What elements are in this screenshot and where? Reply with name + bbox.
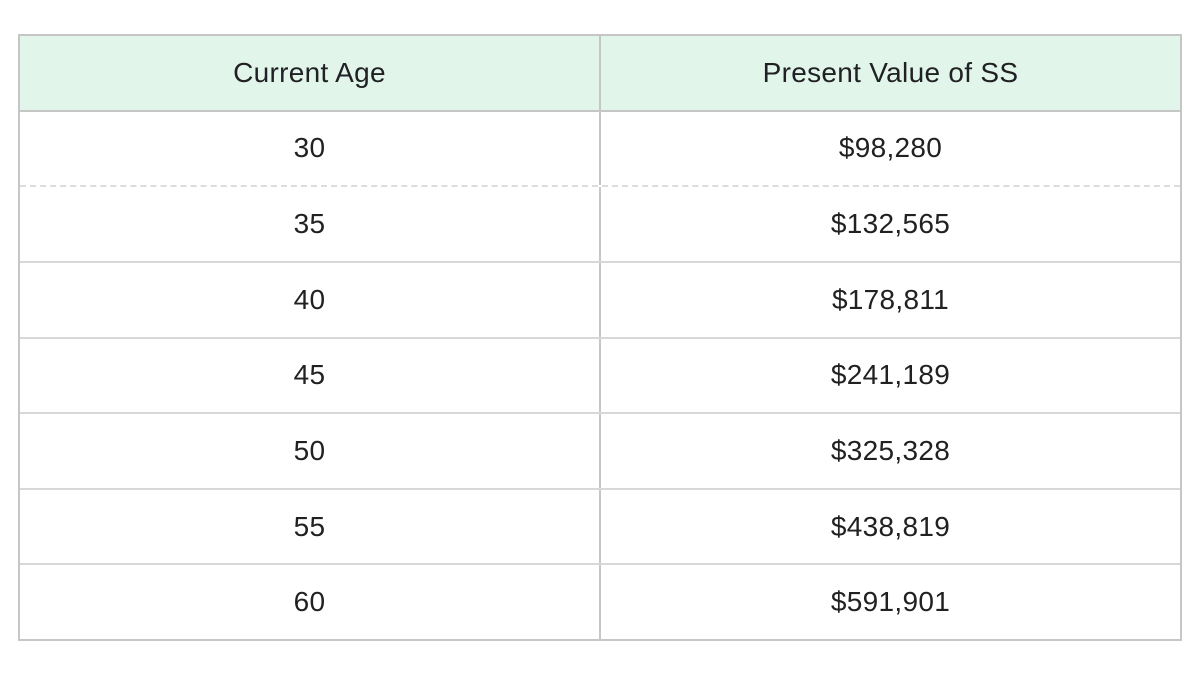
age-cell: 30 xyxy=(20,111,601,186)
present-value-table: Current Age Present Value of SS 30 $98,2… xyxy=(18,34,1182,641)
age-cell: 40 xyxy=(20,262,601,337)
header-cell-current-age: Current Age xyxy=(20,36,601,110)
value-cell: $98,280 xyxy=(838,132,943,164)
table-row: 55 $438,819 xyxy=(20,487,1180,564)
value-cell: $438,819 xyxy=(830,510,951,542)
table-row: 30 $98,280 xyxy=(20,109,1180,186)
table-row: 50 $325,328 xyxy=(20,412,1180,488)
value-cell: $591,901 xyxy=(830,586,951,618)
value-cell: $241,189 xyxy=(830,359,951,391)
value-cell: $325,328 xyxy=(830,434,951,466)
table-row: 35 $132,565 xyxy=(20,185,1180,261)
age-cell: 55 xyxy=(20,489,601,564)
age-cell: 35 xyxy=(20,187,601,261)
age-cell: 60 xyxy=(20,565,601,639)
header-cell-present-value: Present Value of SS xyxy=(762,56,1019,88)
table-row: 60 $591,901 xyxy=(20,563,1180,639)
table-row: 40 $178,811 xyxy=(20,260,1180,337)
value-cell: $178,811 xyxy=(831,283,950,315)
value-cell: $132,565 xyxy=(830,208,951,240)
table-row: 45 $241,189 xyxy=(20,336,1180,413)
age-cell: 50 xyxy=(20,414,601,488)
age-cell: 45 xyxy=(20,338,601,413)
table-header-row: Current Age Present Value of SS xyxy=(20,36,1180,110)
